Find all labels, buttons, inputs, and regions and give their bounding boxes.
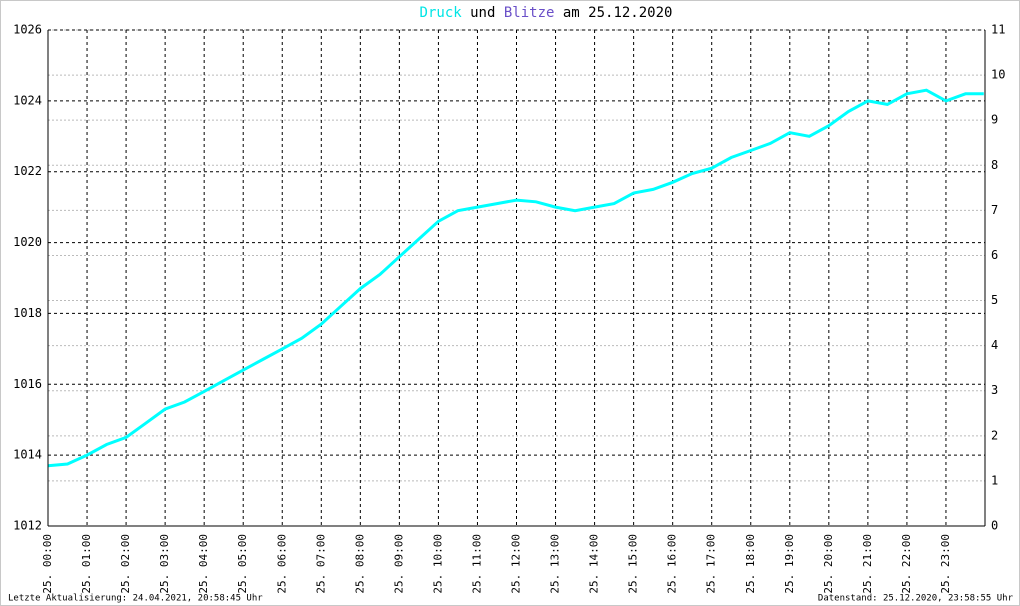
x-tick-label: 25. 13:00 — [549, 534, 562, 594]
y-tick-label: 1014 — [13, 448, 42, 462]
x-tick-label: 25. 19:00 — [783, 534, 796, 594]
y2-tick-label: 7 — [991, 203, 998, 217]
x-tick-label: 25. 08:00 — [353, 534, 366, 594]
x-tick-label: 25. 05:00 — [236, 534, 249, 594]
x-tick-label: 25. 01:00 — [80, 534, 93, 594]
x-tick-label: 25. 21:00 — [861, 534, 874, 594]
y-tick-label: 1020 — [13, 235, 42, 249]
x-tick-label: 25. 17:00 — [705, 534, 718, 594]
y2-tick-label: 4 — [991, 338, 998, 352]
title-part: Druck — [420, 5, 463, 21]
y2-tick-label: 0 — [991, 519, 998, 533]
y2-tick-label: 10 — [991, 68, 1005, 82]
x-tick-label: 25. 23:00 — [939, 534, 952, 594]
x-tick-label: 25. 14:00 — [588, 534, 601, 594]
x-tick-label: 25. 11:00 — [470, 534, 483, 594]
title-part: am 25.12.2020 — [563, 5, 673, 21]
y-tick-label: 1022 — [13, 164, 42, 178]
y2-tick-label: 3 — [991, 383, 998, 397]
x-tick-label: 25. 09:00 — [392, 534, 405, 594]
x-tick-label: 25. 04:00 — [197, 534, 210, 594]
y-tick-label: 1026 — [13, 23, 42, 37]
y-tick-label: 1018 — [13, 306, 42, 320]
footer-left: Letzte Aktualisierung: 24.04.2021, 20:58… — [8, 594, 263, 604]
x-tick-label: 25. 06:00 — [275, 534, 288, 594]
line-series — [47, 88, 984, 468]
y2-tick-label: 6 — [991, 248, 998, 262]
y2-tick-label: 11 — [991, 23, 1005, 37]
y2-tick-label: 1 — [991, 473, 998, 487]
x-tick-label: 25. 12:00 — [510, 534, 523, 594]
y-tick-label: 1012 — [13, 519, 42, 533]
chart-title: Druck und Blitze am 25.12.2020 — [420, 5, 673, 21]
x-tick-label: 25. 20:00 — [822, 534, 835, 594]
x-tick-label: 25. 07:00 — [314, 534, 327, 594]
x-tick-label: 25. 15:00 — [627, 534, 640, 594]
y2-tick-label: 5 — [991, 293, 998, 307]
y-tick-label: 1016 — [13, 377, 42, 391]
title-part: und — [470, 5, 495, 21]
x-tick-label: 25. 00:00 — [41, 534, 54, 594]
x-tick-label: 25. 10:00 — [431, 534, 444, 594]
x-tick-label: 25. 03:00 — [158, 534, 171, 594]
x-tick-label: 25. 02:00 — [119, 534, 132, 594]
x-tick-label: 25. 18:00 — [744, 534, 757, 594]
x-tick-label: 25. 16:00 — [666, 534, 679, 594]
y2-tick-label: 9 — [991, 113, 998, 127]
y-tick-label: 1024 — [13, 93, 42, 107]
footer-right: Datenstand: 25.12.2020, 23:58:55 Uhr — [818, 594, 1014, 604]
y2-tick-label: 8 — [991, 158, 998, 172]
x-tick-label: 25. 22:00 — [900, 534, 913, 594]
y2-tick-label: 2 — [991, 428, 998, 442]
title-part: Blitze — [504, 5, 555, 21]
